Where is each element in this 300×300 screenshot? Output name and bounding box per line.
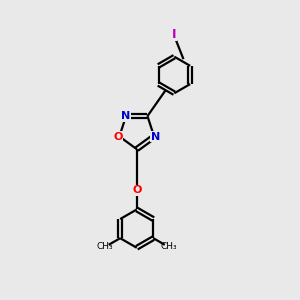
Text: N: N [151, 131, 160, 142]
Text: O: O [132, 185, 141, 195]
Text: CH₃: CH₃ [97, 242, 113, 251]
Text: I: I [172, 28, 177, 40]
Text: CH₃: CH₃ [160, 242, 177, 251]
Text: O: O [113, 131, 123, 142]
Text: N: N [122, 111, 130, 121]
